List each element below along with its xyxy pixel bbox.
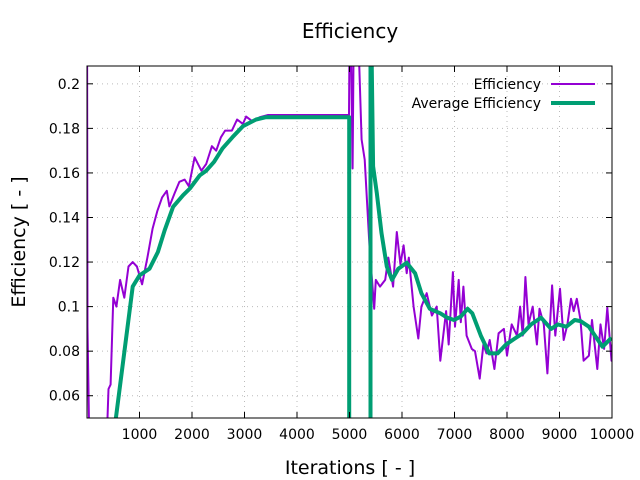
ticks: 1000 2000 3000 4000 5000 6000 7000 8000 9000 1000… bbox=[49, 66, 634, 443]
series-line-efficiency bbox=[87, 66, 612, 418]
x-tick-label: 2000 bbox=[174, 427, 210, 443]
series-line-average-efficiency bbox=[113, 66, 612, 418]
y-tick-label: 0.06 bbox=[49, 389, 80, 405]
x-axis-label: Iterations [ - ] bbox=[285, 457, 415, 479]
x-tick-label: 8000 bbox=[489, 427, 525, 443]
y-axis-label: Efficiency [ - ] bbox=[8, 176, 30, 307]
y-tick-label: 0.14 bbox=[49, 210, 80, 226]
x-tick-label: 5000 bbox=[332, 427, 368, 443]
x-tick-label: 1000 bbox=[122, 427, 158, 443]
x-tick-label: 4000 bbox=[279, 427, 315, 443]
x-tick-label: 10000 bbox=[590, 427, 635, 443]
x-tick-label: 6000 bbox=[384, 427, 420, 443]
y-tick-label: 0.12 bbox=[49, 255, 80, 271]
y-tick-label: 0.16 bbox=[49, 166, 80, 182]
y-tick-label: 0.08 bbox=[49, 344, 80, 360]
y-tick-label: 0.18 bbox=[49, 121, 80, 137]
y-tick-label: 0.2 bbox=[58, 77, 80, 93]
legend-label-average-efficiency: Average Efficiency bbox=[412, 96, 541, 112]
y-tick-label: 0.1 bbox=[58, 300, 80, 316]
x-tick-label: 3000 bbox=[227, 427, 263, 443]
x-tick-label: 7000 bbox=[437, 427, 473, 443]
x-tick-label: 9000 bbox=[542, 427, 578, 443]
series-group bbox=[87, 66, 612, 418]
chart-title: Efficiency bbox=[302, 19, 399, 43]
legend-label-efficiency: Efficiency bbox=[474, 77, 541, 93]
legend: Efficiency Average Efficiency bbox=[412, 77, 595, 112]
